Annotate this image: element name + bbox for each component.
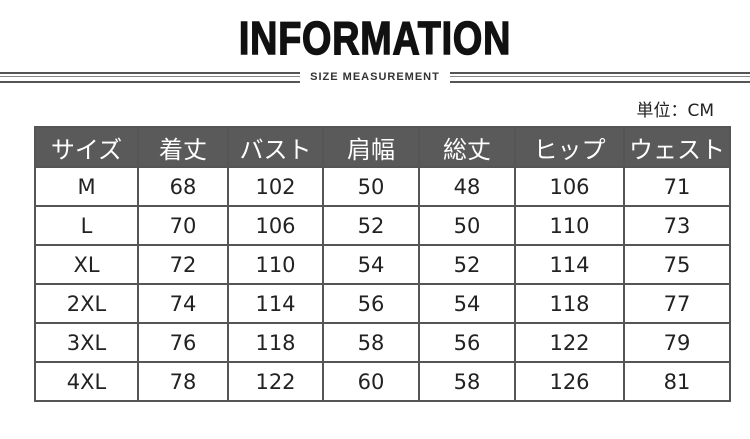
measurement-cell: 54 [322, 244, 420, 285]
measurement-cell: 114 [227, 283, 324, 324]
divider-right [449, 71, 750, 83]
measurement-cell: 56 [322, 283, 420, 324]
measurement-cell: 126 [514, 361, 625, 402]
column-header: 総丈 [418, 126, 516, 168]
measurement-cell: 75 [623, 244, 731, 285]
measurement-cell: 122 [514, 322, 625, 363]
table-row: M 68 102 50 48 106 71 [34, 166, 731, 207]
measurement-cell: 76 [137, 322, 229, 363]
measurement-cell: 71 [623, 166, 731, 207]
measurement-cell: 106 [514, 166, 625, 207]
page-title: INFORMATION [238, 12, 512, 64]
measurement-cell: 102 [227, 166, 324, 207]
measurement-cell: 114 [514, 244, 625, 285]
table-row: 4XL 78 122 60 58 126 81 [34, 361, 731, 402]
size-cell: 4XL [34, 361, 139, 402]
measurement-cell: 60 [322, 361, 420, 402]
measurement-cell: 81 [623, 361, 731, 402]
table-row: 2XL 74 114 56 54 118 77 [34, 283, 731, 324]
measurement-cell: 54 [418, 283, 516, 324]
size-table: サイズ 着丈 バスト 肩幅 総丈 ヒップ ウェスト M 68 102 50 48 106 71 L 70 10… [34, 126, 731, 402]
column-header: 肩幅 [322, 126, 420, 168]
subtitle-row: SIZE MEASUREMENT [0, 70, 750, 84]
measurement-cell: 56 [418, 322, 516, 363]
measurement-cell: 58 [418, 361, 516, 402]
measurement-cell: 48 [418, 166, 516, 207]
measurement-cell: 70 [137, 205, 229, 246]
measurement-cell: 50 [322, 166, 420, 207]
divider-left [0, 71, 301, 83]
measurement-cell: 79 [623, 322, 731, 363]
column-header: 着丈 [137, 126, 229, 168]
size-cell: L [34, 205, 139, 246]
size-cell: M [34, 166, 139, 207]
measurement-cell: 68 [137, 166, 229, 207]
subtitle: SIZE MEASUREMENT [310, 71, 440, 83]
measurement-cell: 118 [514, 283, 625, 324]
size-cell: XL [34, 244, 139, 285]
measurement-cell: 74 [137, 283, 229, 324]
unit-label: 単位：CM [636, 101, 714, 121]
measurement-cell: 52 [418, 244, 516, 285]
measurement-cell: 52 [322, 205, 420, 246]
table-row: L 70 106 52 50 110 73 [34, 205, 731, 246]
column-header: ヒップ [514, 126, 625, 168]
measurement-cell: 50 [418, 205, 516, 246]
measurement-cell: 73 [623, 205, 731, 246]
size-cell: 2XL [34, 283, 139, 324]
column-header: ウェスト [623, 126, 731, 168]
measurement-cell: 58 [322, 322, 420, 363]
table-row: 3XL 76 118 58 56 122 79 [34, 322, 731, 363]
size-cell: 3XL [34, 322, 139, 363]
table-row: XL 72 110 54 52 114 75 [34, 244, 731, 285]
column-header: バスト [227, 126, 324, 168]
measurement-cell: 110 [227, 244, 324, 285]
measurement-cell: 122 [227, 361, 324, 402]
measurement-cell: 78 [137, 361, 229, 402]
measurement-cell: 77 [623, 283, 731, 324]
header-row: サイズ 着丈 バスト 肩幅 総丈 ヒップ ウェスト [34, 126, 731, 168]
column-header: サイズ [34, 126, 139, 168]
measurement-cell: 110 [514, 205, 625, 246]
measurement-cell: 118 [227, 322, 324, 363]
measurement-cell: 72 [137, 244, 229, 285]
measurement-cell: 106 [227, 205, 324, 246]
